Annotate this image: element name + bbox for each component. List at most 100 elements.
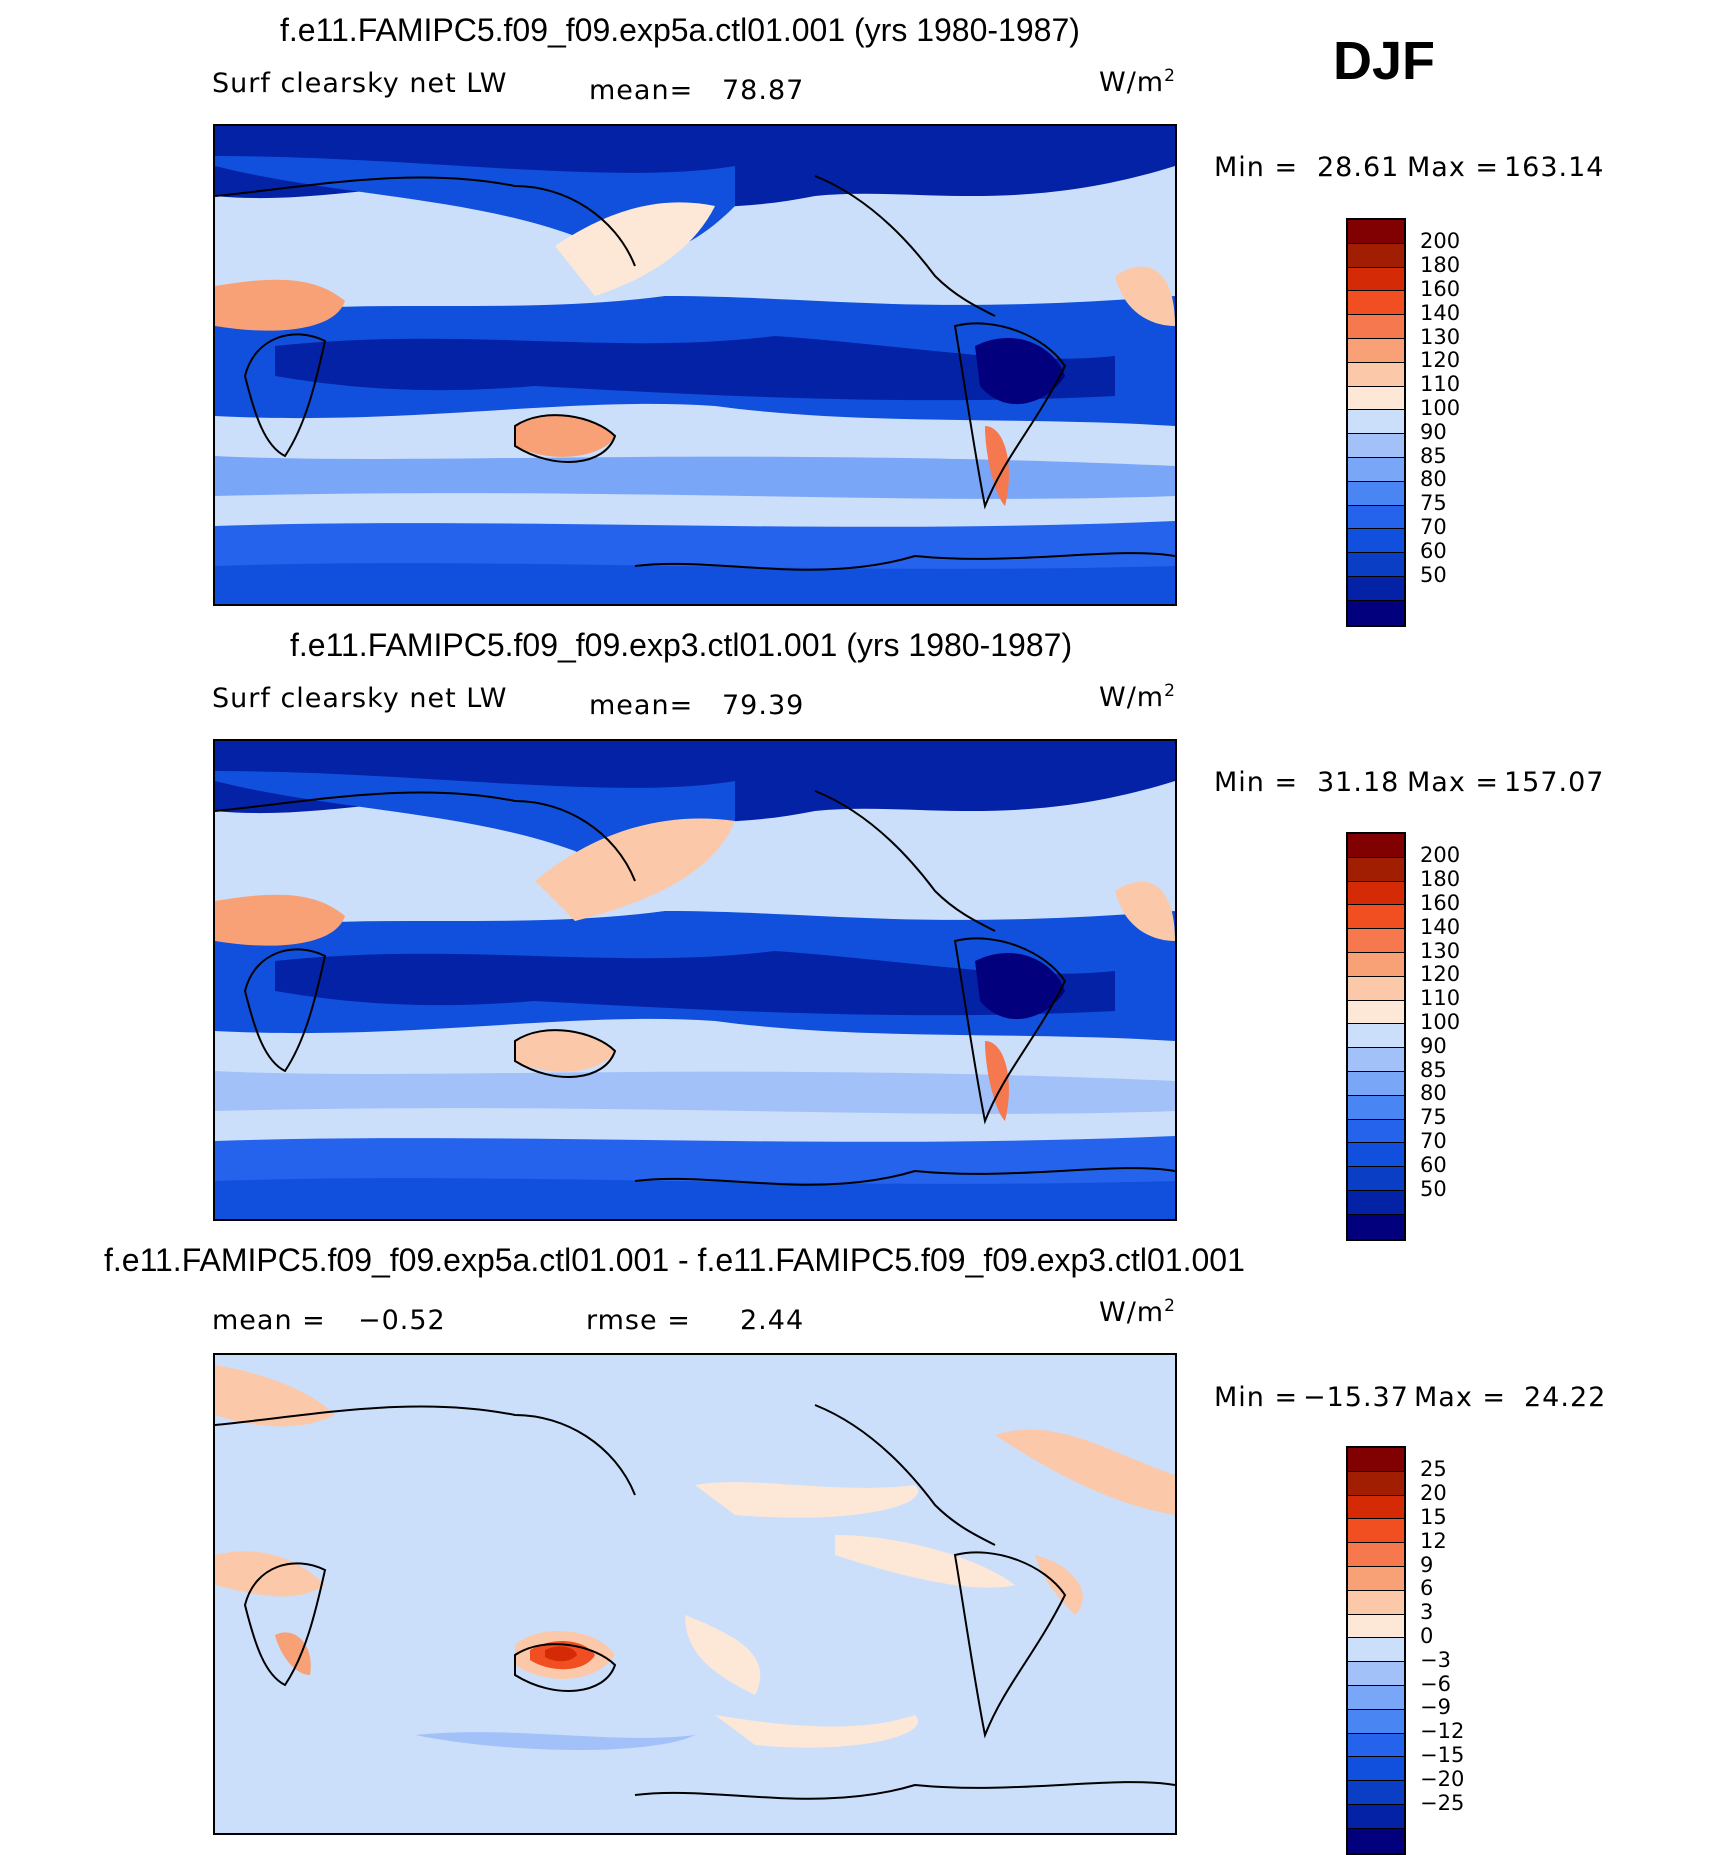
colorbar-tick-label: 200 — [1420, 229, 1461, 254]
panel1-variable: Surf clearsky net LW — [212, 68, 508, 99]
panel2-map — [213, 739, 1177, 1221]
colorbar-swatch — [1348, 834, 1404, 858]
panel3-map — [213, 1353, 1177, 1835]
colorbar-tick-label: 130 — [1420, 324, 1461, 349]
colorbar-tick-label: −9 — [1420, 1695, 1451, 1720]
colorbar-swatch — [1348, 1167, 1404, 1191]
colorbar-swatch — [1348, 1214, 1404, 1239]
panel3-rmse-label: rmse = — [586, 1305, 691, 1336]
colorbar-swatch — [1348, 576, 1404, 601]
colorbar-tick-label: −6 — [1420, 1671, 1451, 1696]
colorbar-tick-label: 50 — [1420, 1176, 1447, 1201]
panel1-units: W/m2 — [1099, 66, 1176, 98]
colorbar-swatch — [1348, 553, 1404, 577]
panel2-variable: Surf clearsky net LW — [212, 683, 508, 714]
panel3-mean-value: −0.52 — [358, 1305, 446, 1336]
panel3-units: W/m2 — [1099, 1296, 1176, 1328]
colorbar-swatch — [1348, 1519, 1404, 1544]
colorbar-swatch — [1348, 1024, 1404, 1049]
colorbar-tick-label: 85 — [1420, 1057, 1447, 1082]
colorbar-swatch — [1348, 457, 1404, 482]
season-label: DJF — [1333, 31, 1436, 91]
colorbar-swatch — [1348, 881, 1404, 906]
colorbar-swatch — [1348, 1471, 1404, 1496]
colorbar-tick-label: 80 — [1420, 467, 1447, 492]
colorbar-tick-label: 0 — [1420, 1623, 1434, 1648]
colorbar-tick-label: 85 — [1420, 443, 1447, 468]
colorbar-tick-label: 80 — [1420, 1081, 1447, 1106]
colorbar-swatch — [1348, 929, 1404, 953]
colorbar-swatch — [1348, 1543, 1404, 1567]
colorbar-swatch — [1348, 600, 1404, 625]
colorbar-swatch — [1348, 857, 1404, 882]
colorbar-tick-label: 120 — [1420, 348, 1461, 373]
panel2-units: W/m2 — [1099, 681, 1176, 713]
panel2-colorbar — [1346, 832, 1406, 1241]
colorbar-swatch — [1348, 481, 1404, 506]
colorbar-swatch — [1348, 1048, 1404, 1072]
colorbar-swatch — [1348, 315, 1404, 339]
colorbar-tick-label: −20 — [1420, 1766, 1465, 1791]
panel3-title: f.e11.FAMIPC5.f09_f09.exp5a.ctl01.001 - … — [104, 1242, 1245, 1278]
colorbar-swatch — [1348, 976, 1404, 1001]
colorbar-swatch — [1348, 1095, 1404, 1120]
colorbar-tick-label: −15 — [1420, 1742, 1465, 1767]
colorbar-swatch — [1348, 952, 1404, 977]
colorbar-tick-label: 60 — [1420, 538, 1447, 563]
colorbar-swatch — [1348, 905, 1404, 930]
panel3-field — [215, 1355, 1175, 1833]
colorbar-tick-label: −25 — [1420, 1790, 1465, 1815]
colorbar-swatch — [1348, 386, 1404, 411]
colorbar-swatch — [1348, 1638, 1404, 1663]
colorbar-swatch — [1348, 434, 1404, 458]
panel3-min-value: −15.37 — [1303, 1382, 1409, 1413]
colorbar-swatch — [1348, 1590, 1404, 1615]
colorbar-tick-label: 120 — [1420, 962, 1461, 987]
panel2-min-value: 31.18 — [1317, 767, 1400, 798]
colorbar-tick-label: 100 — [1420, 1009, 1461, 1034]
colorbar-tick-label: 140 — [1420, 300, 1461, 325]
colorbar-tick-label: −12 — [1420, 1719, 1465, 1744]
colorbar-swatch — [1348, 291, 1404, 316]
panel2-max-value: 157.07 — [1504, 767, 1605, 798]
colorbar-tick-label: 160 — [1420, 890, 1461, 915]
colorbar-swatch — [1348, 1190, 1404, 1215]
colorbar-tick-label: 70 — [1420, 1128, 1447, 1153]
panel2-max-label: Max = — [1407, 767, 1500, 798]
panel1-map — [213, 124, 1177, 606]
colorbar-swatch — [1348, 1071, 1404, 1096]
colorbar-swatch — [1348, 362, 1404, 387]
colorbar-tick-label: 20 — [1420, 1481, 1447, 1506]
colorbar-swatch — [1348, 505, 1404, 530]
colorbar-tick-label: 140 — [1420, 914, 1461, 939]
colorbar-tick-label: 130 — [1420, 938, 1461, 963]
panel3-max-value: 24.22 — [1524, 1382, 1607, 1413]
panel1-field — [215, 126, 1175, 604]
colorbar-tick-label: 180 — [1420, 253, 1461, 278]
colorbar-swatch — [1348, 1143, 1404, 1168]
panel2-field — [215, 741, 1175, 1219]
colorbar-swatch — [1348, 1662, 1404, 1686]
colorbar-swatch — [1348, 1000, 1404, 1025]
colorbar-swatch — [1348, 1685, 1404, 1710]
panel1-mean-value: 78.87 — [722, 75, 805, 106]
colorbar-tick-label: 70 — [1420, 514, 1447, 539]
colorbar-tick-label: 15 — [1420, 1504, 1447, 1529]
colorbar-tick-label: 110 — [1420, 372, 1461, 397]
colorbar-tick-label: 25 — [1420, 1457, 1447, 1482]
colorbar-swatch — [1348, 1448, 1404, 1472]
panel1-min-label: Min = — [1214, 152, 1299, 183]
colorbar-swatch — [1348, 220, 1404, 244]
panel1-max-label: Max = — [1407, 152, 1500, 183]
colorbar-tick-label: 75 — [1420, 491, 1447, 516]
panel3-mean-label: mean = — [212, 1305, 326, 1336]
panel3-min-label: Min = — [1214, 1382, 1299, 1413]
colorbar-swatch — [1348, 1119, 1404, 1144]
colorbar-tick-label: 12 — [1420, 1528, 1447, 1553]
panel2-min-label: Min = — [1214, 767, 1299, 798]
panel1-min-value: 28.61 — [1317, 152, 1400, 183]
colorbar-swatch — [1348, 1495, 1404, 1520]
colorbar-swatch — [1348, 410, 1404, 435]
panel1-max-value: 163.14 — [1504, 152, 1605, 183]
colorbar-tick-label: 9 — [1420, 1552, 1434, 1577]
